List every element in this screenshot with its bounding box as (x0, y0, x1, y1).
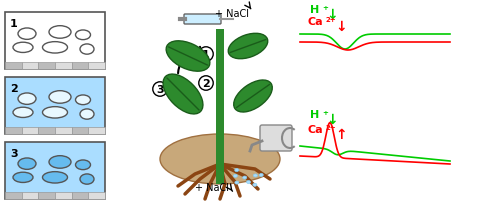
Bar (55, 63, 72, 70)
Text: +: + (322, 110, 328, 115)
Text: H: H (310, 5, 319, 15)
Ellipse shape (75, 95, 91, 105)
Ellipse shape (80, 109, 94, 120)
FancyBboxPatch shape (5, 13, 105, 70)
FancyBboxPatch shape (260, 125, 292, 151)
Ellipse shape (43, 107, 68, 119)
Text: 1: 1 (202, 50, 210, 60)
Text: ↓: ↓ (326, 112, 337, 126)
Text: + NaCl: + NaCl (215, 9, 249, 19)
Bar (22, 63, 38, 70)
Ellipse shape (18, 158, 36, 170)
Ellipse shape (18, 29, 36, 40)
Ellipse shape (13, 43, 33, 53)
Ellipse shape (235, 181, 239, 184)
Bar (216, 30, 224, 184)
Bar (38, 128, 55, 134)
Ellipse shape (49, 156, 71, 168)
Ellipse shape (235, 169, 239, 172)
Text: 2+: 2+ (325, 17, 336, 23)
Text: 2: 2 (10, 84, 18, 94)
Bar (38, 192, 55, 199)
Ellipse shape (253, 183, 257, 186)
Text: + NaCl: + NaCl (195, 182, 229, 192)
Bar (38, 63, 55, 70)
Ellipse shape (13, 172, 33, 183)
Ellipse shape (75, 160, 91, 170)
Bar (88, 128, 105, 134)
Text: Ca: Ca (308, 124, 324, 134)
Bar (55, 192, 72, 199)
Ellipse shape (247, 181, 251, 184)
Bar (72, 192, 88, 199)
Text: ↓: ↓ (326, 8, 337, 22)
Ellipse shape (259, 174, 263, 177)
Bar (5, 128, 22, 134)
Text: 2: 2 (202, 79, 210, 89)
Ellipse shape (80, 174, 94, 184)
Ellipse shape (75, 31, 91, 40)
Text: 3: 3 (10, 148, 18, 158)
Bar (5, 192, 22, 199)
FancyBboxPatch shape (5, 142, 105, 199)
Ellipse shape (49, 91, 71, 104)
Text: 1: 1 (10, 19, 18, 29)
Text: Ca: Ca (308, 17, 324, 27)
Bar (55, 128, 72, 134)
Ellipse shape (18, 93, 36, 105)
Ellipse shape (43, 172, 68, 183)
Ellipse shape (243, 176, 247, 179)
Bar (22, 128, 38, 134)
Text: 3: 3 (156, 85, 164, 94)
Text: H: H (310, 110, 319, 119)
Ellipse shape (166, 42, 210, 72)
Bar (88, 63, 105, 70)
Ellipse shape (80, 45, 94, 55)
Text: ↑: ↑ (335, 127, 347, 141)
Ellipse shape (233, 174, 238, 177)
Ellipse shape (228, 34, 268, 59)
Text: +: + (322, 5, 328, 11)
Ellipse shape (163, 75, 203, 114)
Bar (72, 128, 88, 134)
Ellipse shape (43, 42, 68, 54)
Ellipse shape (13, 108, 33, 118)
Text: 2+: 2+ (325, 124, 336, 130)
Ellipse shape (234, 81, 272, 112)
Bar (88, 192, 105, 199)
Ellipse shape (49, 27, 71, 39)
Bar (72, 63, 88, 70)
Bar (22, 192, 38, 199)
Ellipse shape (160, 134, 280, 184)
FancyBboxPatch shape (184, 15, 221, 25)
Text: ↓: ↓ (335, 20, 347, 34)
Ellipse shape (253, 174, 257, 177)
Bar (5, 63, 22, 70)
FancyBboxPatch shape (5, 78, 105, 134)
